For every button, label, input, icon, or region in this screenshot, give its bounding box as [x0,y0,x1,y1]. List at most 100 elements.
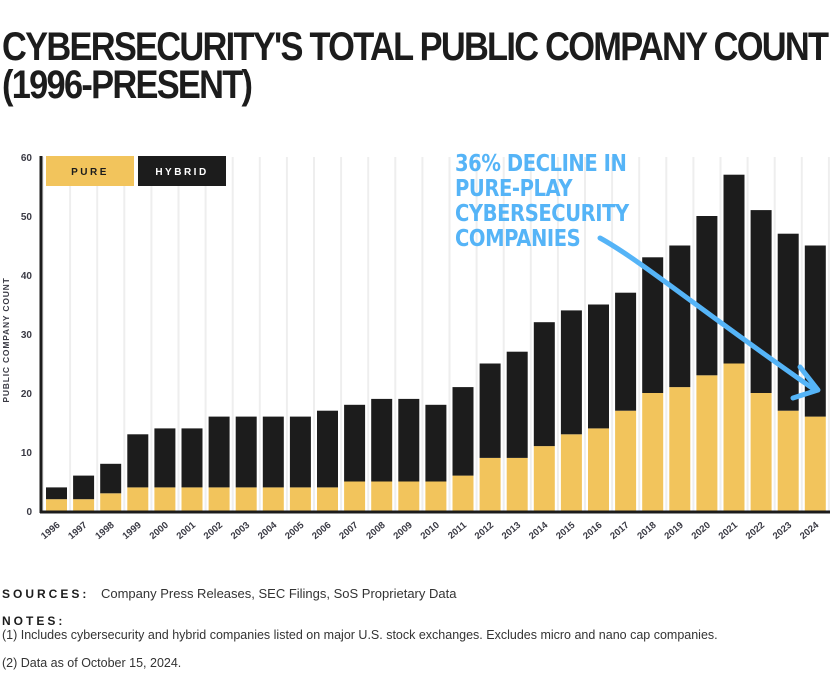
bar-pure-2022 [750,393,772,511]
x-tick-label: 2005 [283,519,307,541]
bar-hybrid-2018 [642,257,664,393]
y-tick-label: 40 [21,271,33,282]
bar-hybrid-1998 [100,463,122,494]
bar-pure-2015 [560,434,582,511]
bar-hybrid-2015 [560,310,582,435]
annotation-line: COMPANIES [455,226,581,252]
bar-hybrid-2003 [235,416,257,488]
x-tick-label: 1998 [93,520,116,542]
y-tick-label: 0 [26,507,32,518]
bar-pure-2009 [398,481,420,511]
bar-pure-2018 [642,393,664,511]
legend-hybrid-swatch [138,156,226,186]
chart-title-line-1: CYBERSECURITY'S TOTAL PUBLIC COMPANY COU… [2,25,829,69]
y-axis-ticks: 0 10 20 30 40 50 60 [21,153,33,518]
bar-hybrid-2002 [208,416,230,488]
bar-pure-2003 [235,487,257,511]
x-tick-label: 1997 [66,520,89,542]
bar-hybrid-2001 [181,428,203,488]
x-tick-label: 2012 [473,520,496,542]
bar-pure-2017 [615,410,637,511]
y-tick-label: 60 [21,153,33,164]
gridlines [42,157,830,511]
x-tick-label: 2002 [202,520,225,542]
x-tick-label: 2008 [364,520,387,542]
x-tick-label: 2006 [310,520,333,542]
bar-pure-2005 [289,487,311,511]
y-tick-label: 30 [21,330,33,341]
x-tick-label: 2017 [608,520,631,542]
x-tick-label: 2010 [419,520,442,542]
bar-pure-2006 [317,487,338,511]
y-tick-label: 10 [21,448,33,459]
sources: SOURCES: Company Press Releases, SEC Fil… [2,586,456,601]
x-tick-label: 2021 [717,519,741,541]
x-axis-ticks: 1996 1997 1998 1999 2000 2001 2002 2003 2004 2005… [39,519,822,541]
bar-pure-1999 [127,487,149,511]
bar-hybrid-2007 [344,404,366,482]
y-tick-label: 20 [21,389,33,400]
bar-pure-2012 [479,457,501,511]
bar-pure-2008 [371,481,393,511]
bar-hybrid-2014 [533,322,555,447]
annotation-arrow [597,235,821,401]
bar-pure-2002 [208,487,230,511]
bar-hybrid-2017 [615,292,637,411]
bar-pure-2024 [804,416,826,511]
bar-hybrid-2022 [750,210,772,393]
chart-title: CYBERSECURITY'S TOTAL PUBLIC COMPANY COU… [2,25,829,105]
annotation-text: 36% DECLINE IN PURE-PLAY CYBERSECURITY C… [455,152,629,252]
bar-hybrid-2006 [317,410,338,488]
x-tick-label: 1996 [39,520,62,542]
bar-pure-2010 [425,481,447,511]
bar-pure-1998 [100,493,122,511]
bar-pure-2007 [344,481,366,511]
stacked-bar-chart: 0 10 20 30 40 50 60 1996 1997 1998 1999 2000 2001 20… [1,153,830,542]
x-tick-label: 2016 [581,520,604,542]
arrow-shaft [597,235,818,393]
x-tick-label: 2020 [690,520,713,542]
x-tick-label: 2003 [229,520,252,542]
sources-label: SOURCES: [2,587,90,601]
bar-pure-1996 [46,499,67,511]
bar-pure-1997 [73,499,95,511]
x-tick-label: 2004 [256,519,280,541]
bar-hybrid-2010 [425,404,447,482]
bar-pure-2011 [452,475,474,511]
annotation-line: 36% DECLINE IN [455,151,627,177]
x-tick-label: 2009 [391,520,414,542]
x-tick-label: 1999 [120,520,143,542]
x-tick-label: 2014 [527,519,551,541]
x-tick-label: 2001 [175,519,199,541]
bar-pure-2000 [154,487,176,511]
sources-text: Company Press Releases, SEC Filings, SoS… [100,586,457,601]
note-1: (1) Includes cybersecurity and hybrid co… [2,628,718,642]
arrow-head [790,364,821,401]
bar-hybrid-2009 [398,398,420,482]
x-tick-label: 2015 [554,519,578,541]
bar-hybrid-2004 [262,416,284,488]
bar-hybrid-1997 [73,475,95,500]
x-tick-label: 2022 [744,520,767,542]
bar-hybrid-2020 [696,216,718,376]
bars [46,174,826,511]
bar-hybrid-2011 [452,387,474,476]
x-tick-label: 2007 [337,520,360,542]
x-tick-label: 2024 [798,519,822,541]
bar-pure-2001 [181,487,203,511]
bar-hybrid-2021 [723,174,745,364]
x-tick-label: 2013 [500,520,523,542]
bar-pure-2014 [533,446,555,511]
annotation-line: PURE-PLAY [455,176,573,202]
bar-hybrid-2000 [154,428,176,488]
y-axis-label: PUBLIC COMPANY COUNT [1,277,11,402]
bar-hybrid-2023 [777,233,799,411]
legend-hybrid-label: HYBRID [155,167,208,178]
note-2: (2) Data as of October 15, 2024. [2,656,182,670]
bar-hybrid-2016 [588,304,609,429]
legend-pure-swatch [46,156,134,186]
bar-hybrid-1999 [127,434,149,488]
bar-hybrid-2008 [371,398,393,482]
bar-hybrid-2024 [804,245,826,417]
y-tick-label: 50 [21,212,33,223]
